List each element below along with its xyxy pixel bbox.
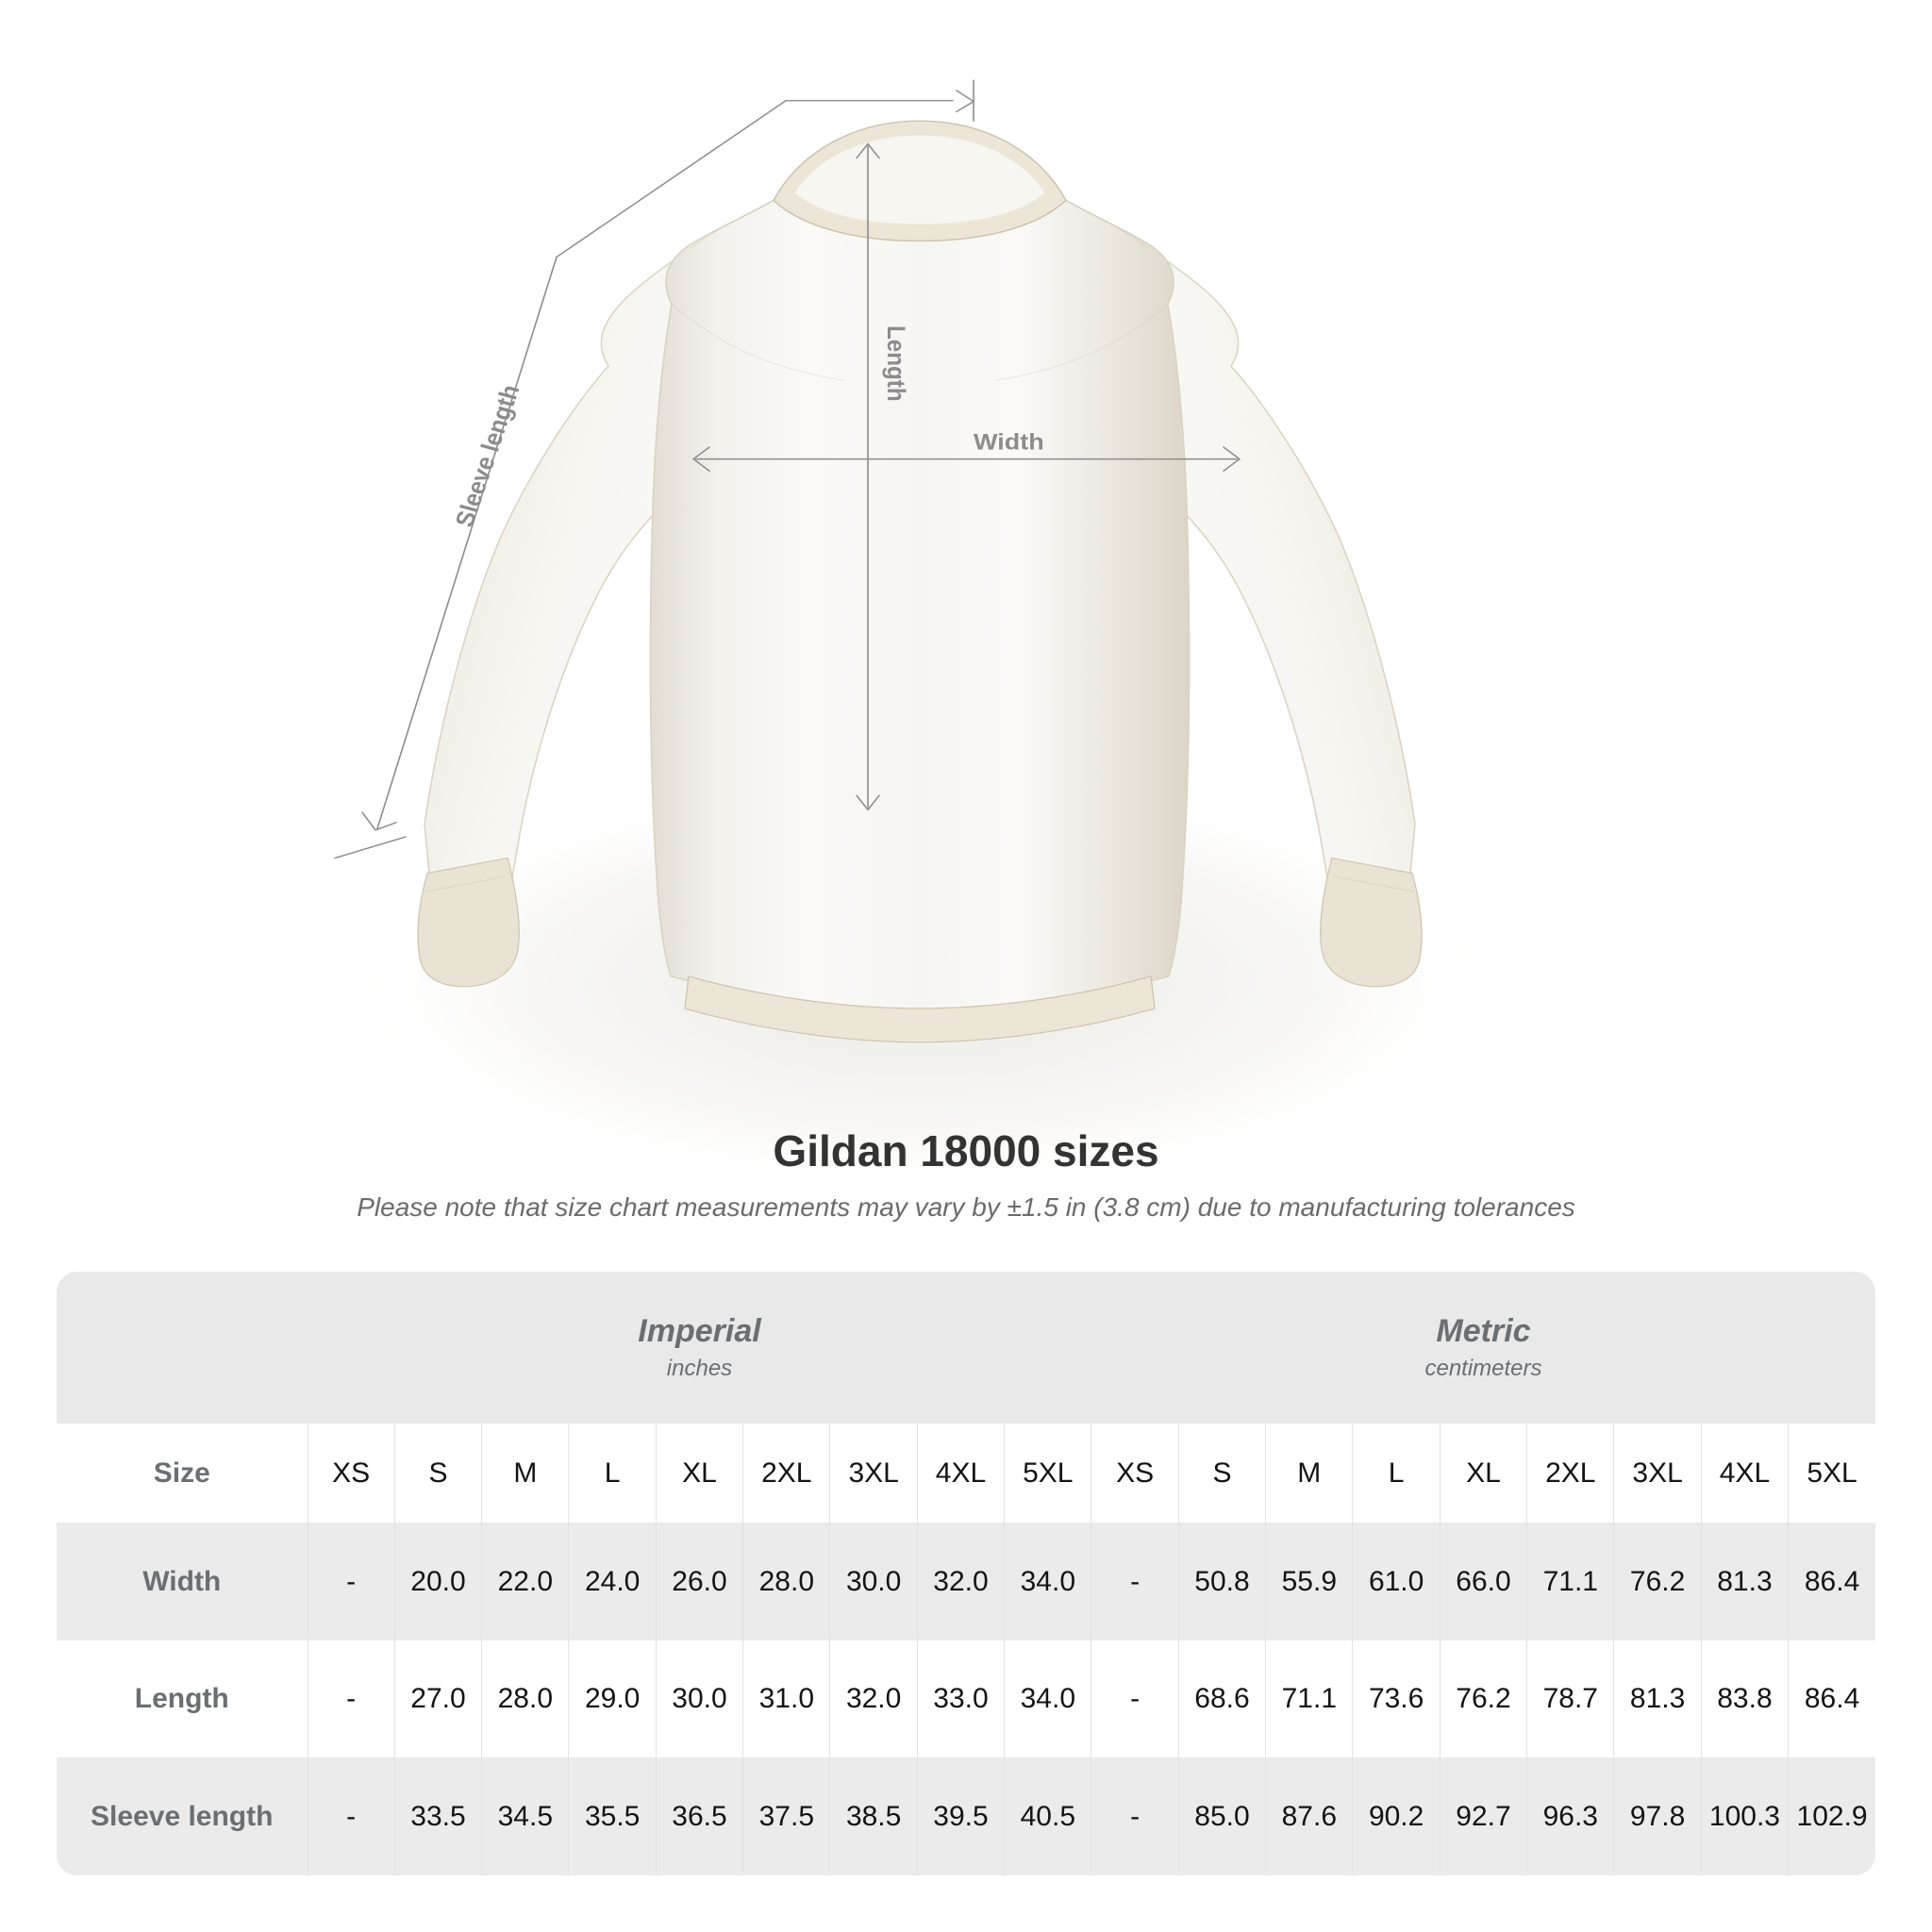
svg-text:Length: Length xyxy=(882,325,909,402)
svg-text:Width: Width xyxy=(974,430,1044,455)
